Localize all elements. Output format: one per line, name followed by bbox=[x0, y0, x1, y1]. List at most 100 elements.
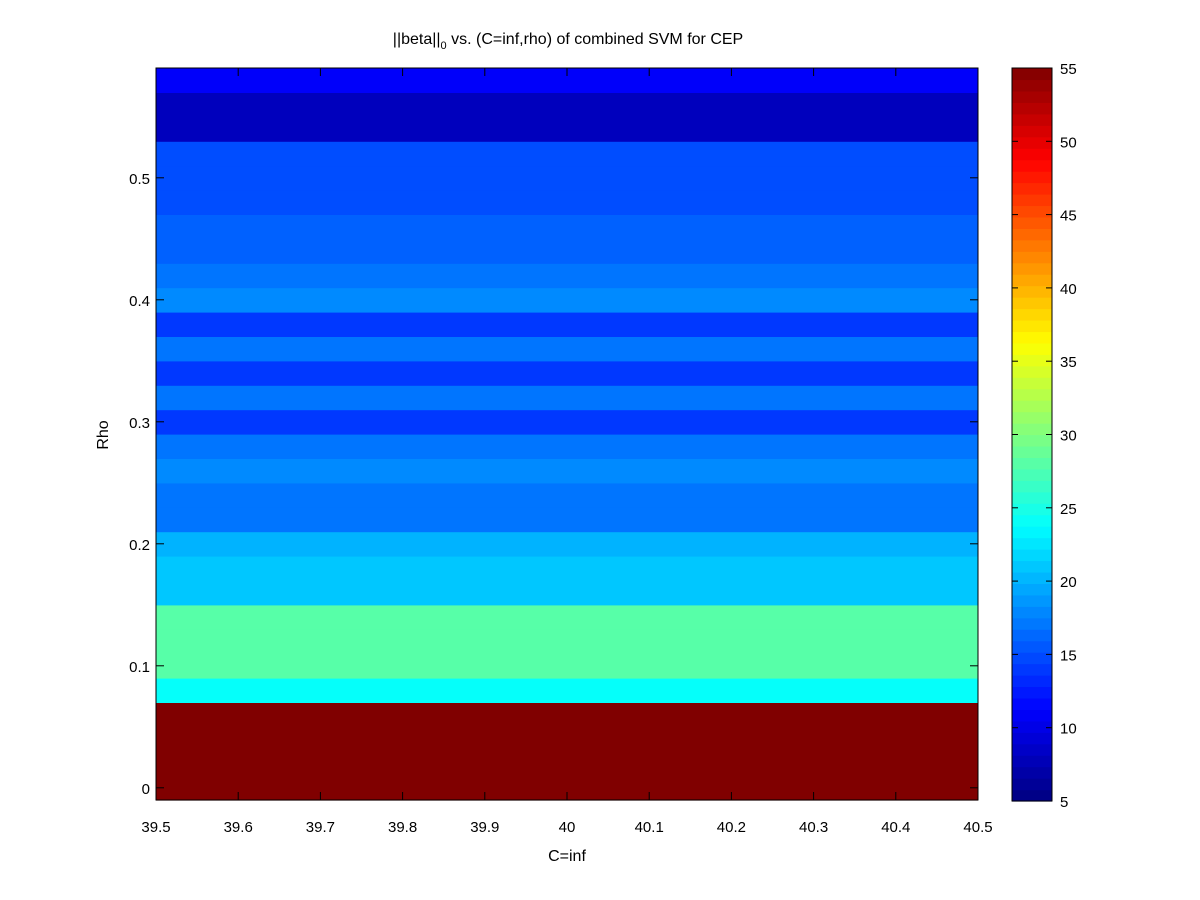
colorbar-segment bbox=[1012, 400, 1052, 413]
heatmap-cell bbox=[156, 360, 978, 386]
x-tick-label: 39.7 bbox=[306, 819, 335, 836]
title-prefix: ||beta|| bbox=[393, 31, 441, 48]
colorbar-tick-label: 50 bbox=[1060, 134, 1077, 151]
x-tick-label: 39.5 bbox=[141, 819, 170, 836]
colorbar-segment bbox=[1012, 629, 1052, 642]
colorbar-segment bbox=[1012, 205, 1052, 218]
colorbar-segment bbox=[1012, 331, 1052, 344]
heatmap-cell bbox=[156, 336, 978, 362]
colorbar-segment bbox=[1012, 457, 1052, 470]
colorbar-segment bbox=[1012, 388, 1052, 401]
x-tick-label: 40.3 bbox=[799, 819, 828, 836]
colorbar-tick-label: 15 bbox=[1060, 647, 1077, 664]
colorbar-tick-label: 35 bbox=[1060, 354, 1077, 371]
colorbar-segment bbox=[1012, 79, 1052, 92]
colorbar-segment bbox=[1012, 285, 1052, 298]
colorbar-segment bbox=[1012, 262, 1052, 275]
colorbar-segment bbox=[1012, 480, 1052, 493]
heatmap-cell bbox=[156, 263, 978, 289]
x-tick-label: 40.2 bbox=[717, 819, 746, 836]
x-axis-label: C=inf bbox=[548, 848, 586, 865]
heatmap-cell bbox=[156, 678, 978, 703]
heatmap-cell bbox=[156, 287, 978, 313]
colorbar-segment bbox=[1012, 423, 1052, 436]
colorbar-tick-label: 25 bbox=[1060, 501, 1077, 518]
heatmap-cell bbox=[156, 458, 978, 484]
chart-title: ||beta||0 vs. (C=inf,rho) of combined SV… bbox=[393, 31, 743, 52]
heatmap-cell bbox=[156, 238, 978, 264]
colorbar-segment bbox=[1012, 549, 1052, 562]
colorbar-segment bbox=[1012, 606, 1052, 619]
colorbar-tick-label: 10 bbox=[1060, 721, 1077, 738]
heatmap-cell bbox=[156, 141, 978, 167]
colorbar-segment bbox=[1012, 468, 1052, 481]
heatmap-cell bbox=[156, 702, 978, 728]
plot-area bbox=[156, 68, 978, 801]
heatmap-cell bbox=[156, 629, 978, 655]
heatmap-cell bbox=[156, 580, 978, 606]
colorbar-tick-label: 30 bbox=[1060, 428, 1077, 445]
colorbar-segment bbox=[1012, 377, 1052, 390]
colorbar-segment bbox=[1012, 503, 1052, 516]
colorbar-segment bbox=[1012, 159, 1052, 172]
colorbar-segment bbox=[1012, 68, 1052, 81]
colorbar-segment bbox=[1012, 297, 1052, 310]
colorbar-segment bbox=[1012, 216, 1052, 229]
y-tick-label: 0.2 bbox=[129, 537, 150, 554]
x-tick-label: 39.9 bbox=[470, 819, 499, 836]
heatmap-cell bbox=[156, 312, 978, 337]
heatmap-cell bbox=[156, 751, 978, 777]
colorbar-segment bbox=[1012, 686, 1052, 699]
colorbar: 5 10 15 20 25 30 35 40 45 50 55 bbox=[1011, 61, 1077, 811]
colorbar-segment bbox=[1012, 148, 1052, 161]
colorbar-segment bbox=[1012, 136, 1052, 149]
colorbar-segment bbox=[1012, 434, 1052, 447]
heatmap-cell bbox=[156, 556, 978, 581]
colorbar-segment bbox=[1012, 583, 1052, 596]
heatmap-cell bbox=[156, 116, 978, 142]
colorbar-segment bbox=[1012, 365, 1052, 378]
colorbar-segment bbox=[1012, 193, 1052, 207]
colorbar-segment bbox=[1012, 743, 1052, 756]
heatmap-cell bbox=[156, 214, 978, 240]
colorbar-segment bbox=[1012, 102, 1052, 115]
colorbar-segment bbox=[1012, 766, 1052, 779]
heatmap-cell bbox=[156, 385, 978, 411]
colorbar-tick-label: 5 bbox=[1060, 794, 1068, 811]
colorbar-segment bbox=[1012, 308, 1052, 321]
colorbar-segment bbox=[1012, 526, 1052, 539]
title-suffix: vs. (C=inf,rho) of combined SVM for CEP bbox=[447, 31, 744, 48]
colorbar-segment bbox=[1012, 571, 1052, 584]
colorbar-tick-label: 40 bbox=[1060, 281, 1077, 298]
colorbar-segment bbox=[1012, 560, 1052, 573]
colorbar-segment bbox=[1012, 709, 1052, 722]
x-tick-label: 39.6 bbox=[224, 819, 253, 836]
colorbar-segment bbox=[1012, 652, 1052, 665]
colorbar-segment bbox=[1012, 617, 1052, 630]
colorbar-segment bbox=[1012, 755, 1052, 768]
y-axis-label: Rho bbox=[95, 420, 112, 449]
heatmap-cell bbox=[156, 165, 978, 191]
colorbar-segment bbox=[1012, 342, 1052, 355]
x-tick-label: 40.4 bbox=[881, 819, 910, 836]
colorbar-segment bbox=[1012, 354, 1052, 367]
colorbar-segment bbox=[1012, 675, 1052, 688]
x-tick-label: 40.1 bbox=[635, 819, 664, 836]
y-tick-label: 0.3 bbox=[129, 415, 150, 432]
heatmap-cell bbox=[156, 190, 978, 215]
colorbar-segment bbox=[1012, 445, 1052, 458]
colorbar-segment bbox=[1012, 171, 1052, 184]
colorbar-segment bbox=[1012, 411, 1052, 424]
colorbar-segment bbox=[1012, 113, 1052, 126]
y-tick-label: 0.4 bbox=[129, 293, 150, 310]
colorbar-segment bbox=[1012, 319, 1052, 333]
y-tick-label: 0 bbox=[142, 781, 150, 798]
colorbar-segment bbox=[1012, 594, 1052, 607]
colorbar-segment bbox=[1012, 697, 1052, 710]
heatmap-cell bbox=[156, 726, 978, 752]
colorbar-segment bbox=[1012, 90, 1052, 103]
x-axis: 39.5 39.6 39.7 39.8 39.9 40 40.1 40.2 40.3 40.4 40… bbox=[141, 68, 993, 836]
colorbar-segment bbox=[1012, 778, 1052, 791]
heatmap-cell bbox=[156, 653, 978, 679]
colorbar-segment bbox=[1012, 640, 1052, 653]
